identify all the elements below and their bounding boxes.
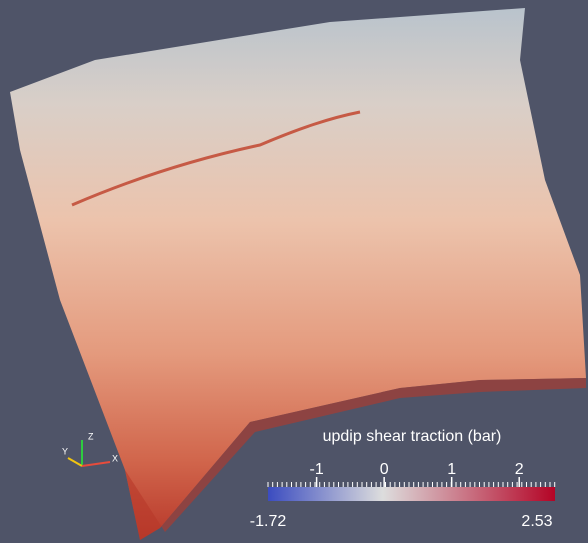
- axis-label: Z: [88, 431, 94, 441]
- tick-label: 1: [447, 461, 456, 478]
- colorbar: [268, 487, 555, 501]
- range-min: -1.72: [250, 513, 287, 530]
- colorbar-title: updip shear traction (bar): [323, 428, 502, 445]
- tick-label: 0: [380, 461, 389, 478]
- axis-label: Y: [62, 446, 68, 456]
- tick-label: 2: [515, 461, 524, 478]
- viewport: Z Y X updip shear traction (bar) -1 0 1 2 -1…: [0, 0, 588, 543]
- range-max: 2.53: [521, 513, 552, 530]
- tick-label: -1: [310, 461, 324, 478]
- axis-label: X: [112, 453, 118, 463]
